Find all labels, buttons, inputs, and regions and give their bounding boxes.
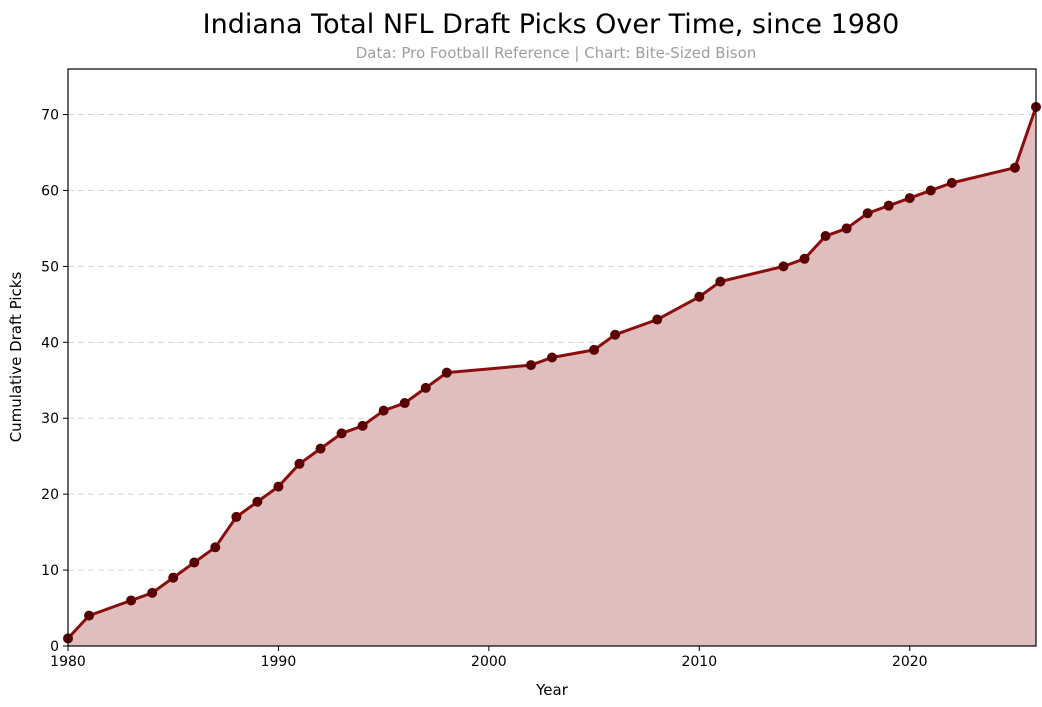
y-tick-label: 0 [50,639,59,655]
data-point [652,314,663,325]
area-fill [68,106,1036,646]
data-point [378,405,389,416]
data-point [778,261,789,272]
data-point [336,428,347,439]
y-tick-label: 60 [41,183,59,199]
data-point [841,223,852,234]
y-tick-label: 40 [41,335,59,351]
data-point [883,200,894,211]
plot-frame [67,68,1037,647]
chart-subtitle: Data: Pro Football Reference | Chart: Bi… [356,44,757,62]
data-point [694,291,705,302]
y-tick-label: 10 [41,563,59,579]
x-axis-ticks: 1980 1990 2000 2010 2020 [50,646,928,670]
y-tick-label: 30 [41,411,59,427]
data-point [1009,162,1020,173]
data-point [294,458,305,469]
y-tick-label: 20 [41,487,59,503]
data-point [231,511,242,522]
data-point [441,367,452,378]
data-point [610,329,621,340]
data-point [147,587,158,598]
x-tick-label: 2010 [681,654,717,670]
x-tick-label: 1980 [50,654,86,670]
data-point [126,595,137,606]
data-point [589,344,600,355]
data-point [210,542,221,553]
y-axis-label: Cumulative Draft Picks [7,272,25,443]
x-tick-label: 1990 [261,654,297,670]
x-tick-label: 2020 [892,654,928,670]
data-point [420,382,431,393]
data-point [715,276,726,287]
y-tick-label: 70 [41,108,59,124]
data-point [315,443,326,454]
data-point [357,420,368,431]
data-point [273,481,284,492]
data-point [862,208,873,219]
data-point [820,231,831,242]
data-point [925,185,936,196]
y-tick-label: 50 [41,259,59,275]
data-point [399,398,410,409]
data-point [799,253,810,264]
data-point [168,572,179,583]
data-points [63,101,1041,644]
data-point [252,496,263,507]
data-point [84,610,95,621]
x-tick-label: 2000 [471,654,507,670]
data-point [946,177,957,188]
x-axis-label: Year [535,681,569,699]
data-point [547,352,557,363]
data-point [525,360,536,371]
y-axis-ticks: 0 10 20 30 40 50 60 70 [41,108,68,655]
data-point [904,193,915,204]
data-point [189,557,200,568]
chart-title: Indiana Total NFL Draft Picks Over Time,… [203,9,900,40]
